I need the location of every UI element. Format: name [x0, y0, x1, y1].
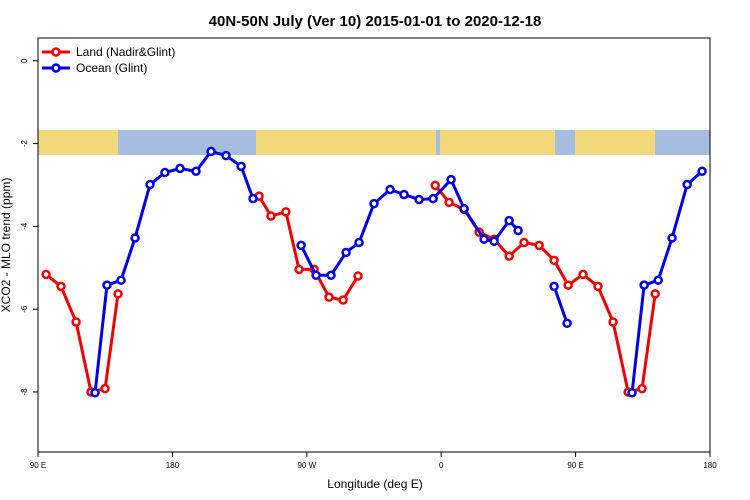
- data-point: [353, 271, 363, 281]
- chart-title: 40N-50N July (Ver 10) 2015-01-01 to 2020…: [209, 13, 542, 30]
- data-point: [399, 189, 409, 200]
- data-point: [593, 281, 603, 292]
- data-point: [563, 280, 573, 290]
- data-point: [428, 193, 438, 204]
- x-axis-label: Longitude (deg E): [327, 477, 422, 491]
- x-tick-label: 180: [166, 461, 180, 470]
- data-point: [160, 167, 170, 178]
- data-point: [385, 184, 395, 195]
- data-point: [504, 251, 514, 261]
- data-point: [130, 233, 140, 243]
- data-point: [534, 240, 544, 251]
- x-tick-label: 180: [703, 461, 717, 470]
- plot-frame: [37, 37, 711, 453]
- data-point: [281, 207, 291, 217]
- data-point: [682, 179, 692, 190]
- data-point: [637, 383, 647, 394]
- data-point: [519, 237, 529, 248]
- legend-marker: [51, 63, 61, 73]
- data-point: [206, 146, 216, 157]
- data-point: [697, 166, 707, 177]
- data-point: [102, 280, 112, 290]
- legend-label: Ocean (Glint): [76, 61, 147, 75]
- data-point: [296, 240, 306, 251]
- data-point: [221, 150, 231, 161]
- data-point: [90, 388, 100, 398]
- data-point: [116, 275, 126, 285]
- data-point: [311, 270, 321, 280]
- data-point: [414, 194, 424, 205]
- data-point: [562, 318, 572, 328]
- data-point: [504, 215, 514, 226]
- legend-marker: [51, 47, 61, 57]
- data-point: [489, 236, 499, 247]
- legend-label: Land (Nadir&Glint): [76, 45, 175, 59]
- data-point: [369, 198, 379, 209]
- data-point: [479, 234, 489, 244]
- x-tick-label: 90 E: [30, 461, 46, 470]
- data-point: [667, 233, 677, 243]
- data-point: [326, 270, 336, 280]
- data-point: [236, 161, 246, 172]
- data-point: [294, 264, 304, 275]
- x-tick-label: 0: [439, 461, 444, 470]
- data-point: [175, 163, 185, 174]
- data-point: [191, 166, 201, 177]
- data-point: [430, 180, 440, 191]
- data-point: [145, 179, 155, 190]
- data-point: [341, 247, 351, 258]
- data-point: [459, 203, 469, 214]
- y-tick-label: -6: [20, 305, 29, 313]
- data-point: [549, 281, 559, 292]
- data-point: [650, 289, 660, 299]
- data-point: [444, 197, 454, 208]
- map-strip: [38, 130, 710, 155]
- data-point: [653, 275, 663, 285]
- y-tick-label: -4: [20, 222, 29, 230]
- data-point: [549, 255, 559, 266]
- data-point: [71, 317, 81, 327]
- data-point: [578, 269, 588, 280]
- y-tick-label: 0: [20, 58, 29, 63]
- data-point: [324, 292, 334, 302]
- data-point: [56, 281, 66, 292]
- y-axis-label: XCO2 - MLO trend (ppm): [0, 178, 13, 313]
- data-point: [41, 269, 51, 280]
- y-tick-label: -2: [20, 139, 29, 147]
- y-tick-label: -8: [20, 388, 29, 396]
- x-tick-label: 90 E: [567, 461, 583, 470]
- series-line: [45, 184, 657, 394]
- data-point: [266, 211, 276, 221]
- data-point: [446, 174, 456, 185]
- data-point: [639, 280, 649, 290]
- data-point: [113, 289, 123, 299]
- x-tick-label: 90 W: [297, 461, 316, 470]
- data-point: [354, 237, 364, 248]
- data-point: [338, 295, 348, 305]
- data-point: [513, 225, 523, 236]
- data-point: [248, 193, 258, 204]
- data-point: [627, 388, 637, 398]
- series-line: [93, 149, 704, 393]
- data-point: [608, 317, 618, 327]
- data-point: [100, 383, 110, 394]
